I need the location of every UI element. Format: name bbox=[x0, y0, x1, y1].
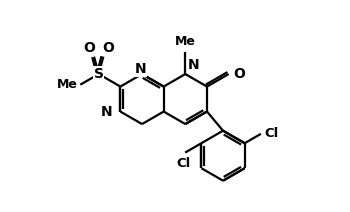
Text: N: N bbox=[135, 62, 147, 76]
Text: Me: Me bbox=[57, 78, 78, 91]
Text: Cl: Cl bbox=[176, 157, 190, 170]
Text: O: O bbox=[233, 67, 245, 81]
Text: Me: Me bbox=[175, 35, 196, 48]
Text: O: O bbox=[84, 41, 96, 55]
Text: Cl: Cl bbox=[264, 127, 279, 140]
Text: N: N bbox=[101, 105, 113, 119]
Text: N: N bbox=[188, 58, 200, 72]
Text: S: S bbox=[94, 67, 104, 81]
Text: O: O bbox=[102, 41, 114, 55]
